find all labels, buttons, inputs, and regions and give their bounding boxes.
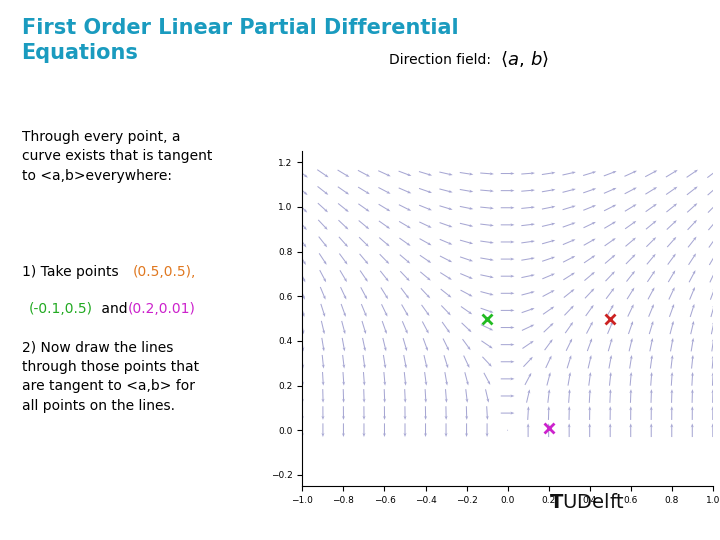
Text: (0.2,0.01): (0.2,0.01): [128, 302, 196, 316]
Text: 14: 14: [684, 520, 698, 530]
Text: (0.5,0.5),: (0.5,0.5),: [133, 265, 197, 279]
Text: Through every point, a
curve exists that is tangent
to <a,b>everywhere:: Through every point, a curve exists that…: [22, 130, 212, 183]
Text: (-0.1,0.5): (-0.1,0.5): [29, 302, 93, 316]
Text: $\mathbf{T}$UDelft: $\mathbf{T}$UDelft: [549, 492, 625, 512]
Text: 12/3/2020: 12/3/2020: [22, 520, 78, 530]
Text: First Order Linear Partial Differential
Equations: First Order Linear Partial Differential …: [22, 18, 458, 63]
Text: $\langle a,\, b \rangle$: $\langle a,\, b \rangle$: [500, 50, 549, 69]
Text: 1) Take points: 1) Take points: [22, 265, 122, 279]
Text: and: and: [97, 302, 132, 316]
Text: Direction field:: Direction field:: [389, 53, 491, 68]
Text: 2) Now draw the lines
through those points that
are tangent to <a,b> for
all poi: 2) Now draw the lines through those poin…: [22, 340, 199, 413]
